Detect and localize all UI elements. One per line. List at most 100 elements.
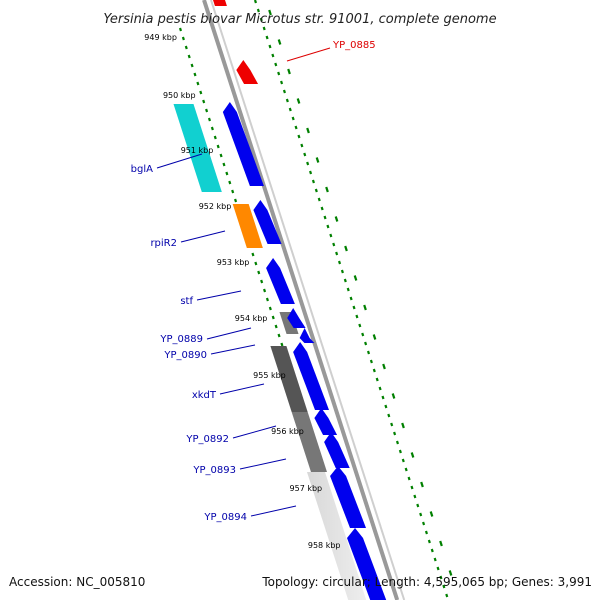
ruler-dot [263,288,267,293]
ruler-tick [420,481,424,488]
ruler-dot [335,251,339,256]
ruler-dot [436,566,440,571]
gene-leader-line [250,505,297,517]
ruler-dot [311,179,315,184]
backbone-line [202,0,400,600]
gene-yp-0894-block [306,472,367,600]
ruler-dot [306,161,310,166]
ruler-dot [196,81,200,86]
forward-cds-arrow-4 [287,308,306,328]
gene-label: YP_0894 [203,512,247,523]
ruler-dot [445,593,449,598]
ruler-dot [205,108,209,113]
ruler-dot [274,324,278,329]
ruler-dot [320,206,324,211]
kbp-label: 952 kbp [199,202,232,211]
gene-leader-line [196,290,242,301]
ruler-dot [190,63,194,68]
gene-label: YP_0892 [185,434,229,445]
forward-cds-arrow-2 [253,200,282,244]
gene-yp-0889-block [279,312,299,334]
ruler-tick [287,68,291,75]
ruler-dot [265,35,269,40]
ruler-dot [343,278,347,283]
ruler-tick [372,334,377,340]
ruler-dot [199,90,203,95]
kbp-label: 949 kbp [144,33,177,42]
ruler-dot [419,512,423,517]
ruler-dot [257,270,261,275]
gene-leader-line [219,383,265,395]
ruler-dot [274,62,278,67]
ruler-dot [303,152,307,157]
gene-label: stf [180,296,193,307]
ruler-dot [369,359,373,364]
kbp-labels: 949 kbp 950 kbp 951 kbp 952 kbp 953 kbp 954 k… [144,33,340,550]
ruler-dot [285,98,289,103]
ruler-dot [433,557,437,562]
gene-label: rpiR2 [150,238,177,249]
ruler-dot [216,144,220,149]
ruler-dot [317,197,321,202]
forward-cds-arrow-1 [222,102,264,186]
kbp-ruler [178,0,453,599]
ruler-tick [363,304,367,311]
ruler-dot [260,279,264,284]
ruler-dot [442,584,446,589]
ruler-dot [358,323,362,328]
ruler-tick [315,157,320,163]
ruler-dot [340,269,344,274]
ruler-tick [429,511,434,517]
kbp-label: 957 kbp [290,484,323,493]
ruler-dot [366,350,371,355]
forward-cds-arrow-8 [324,432,350,468]
ruler-dot [410,485,414,490]
ruler-dot [280,342,284,347]
ruler-dot [422,521,426,526]
ruler-dot [407,476,411,481]
ruler-dot [297,134,301,139]
ruler-dot [259,17,263,22]
gene-leader-line [286,47,331,62]
ruler-dot [381,395,385,400]
ruler-dot [337,260,342,265]
kbp-label: 956 kbp [271,427,304,436]
ruler-dot [178,27,183,32]
ruler-dot [193,72,197,77]
ruler-dot [349,296,353,301]
gene-leader-line [156,153,203,169]
ruler-dot [395,440,400,445]
gene-leader-line [232,425,277,439]
ruler-dot [413,494,417,499]
ruler-tick [277,39,282,45]
gene-leader-line [180,230,226,243]
ruler-dot [390,422,394,427]
ruler-dot [294,125,298,130]
ruler-tick [325,186,329,193]
kbp-label: 958 kbp [308,541,341,550]
kbp-label: 955 kbp [253,371,286,380]
kbp-label: 950 kbp [163,91,196,100]
ruler-ticks-right [268,9,453,576]
ruler-dot [202,99,206,104]
forward-cds-arrow-7 [314,408,338,435]
ruler-dot [364,341,368,346]
genome-backbone [202,0,406,600]
feature-tracks [173,0,387,600]
ruler-dot [384,404,388,409]
ruler-dot [398,449,402,454]
ruler-dot [210,126,214,131]
forward-cds-arrow-5 [299,328,315,343]
ruler-dot [234,198,238,203]
gene-label: bglA [131,164,153,175]
ruler-dot [262,26,266,31]
ruler-tick [391,393,396,399]
ruler-dot [300,143,304,148]
ruler-dot [277,71,281,76]
ruler-dots-right [253,0,449,598]
ruler-dot [393,431,397,436]
ruler-dot [288,107,292,112]
ruler-dot [231,189,235,194]
kbp-label: 953 kbp [217,258,250,267]
ruler-dot [268,306,272,311]
